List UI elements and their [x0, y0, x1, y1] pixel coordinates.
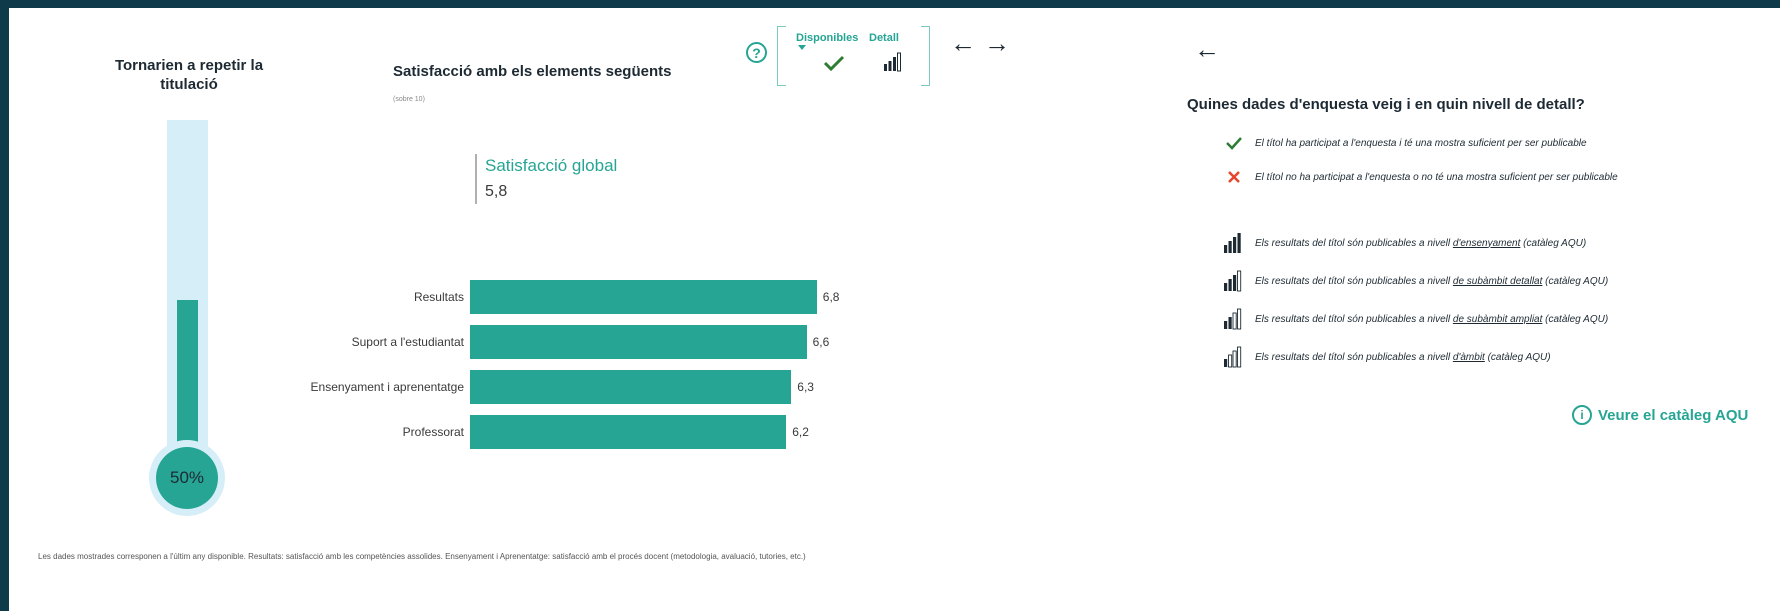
legend-cross-text: El títol no ha participat a l'enquesta o…: [1255, 171, 1618, 183]
detail-level-icon[interactable]: [883, 52, 903, 72]
legend-check-text: El títol ha participat a l'enquesta i té…: [1255, 137, 1587, 149]
bar-value-label: 6,8: [822, 290, 840, 304]
toggle-bracket-right: [921, 26, 930, 86]
info-icon: i: [1572, 405, 1592, 425]
legend-level-row: Els resultats del títol són publicables …: [1223, 346, 1551, 368]
bar-value-label: 6,3: [797, 380, 814, 394]
level-link: d'ensenyament: [1452, 237, 1521, 249]
bar[interactable]: [470, 415, 787, 449]
kpi-divider: [475, 154, 477, 204]
detail-level-icon: [1224, 270, 1242, 292]
thermometer-bulb: 50%: [156, 447, 218, 509]
catalog-link[interactable]: i Veure el catàleg AQU: [1572, 405, 1748, 425]
legend-level-row: Els resultats del títol són publicables …: [1223, 308, 1608, 330]
legend-level-text: Els resultats del títol són publicables …: [1255, 351, 1551, 363]
toggle-available-label[interactable]: Disponibles: [796, 32, 859, 44]
bar-label: Resultats: [413, 290, 464, 304]
help-icon: ?: [752, 44, 761, 61]
toggle-bracket-left: [777, 26, 786, 86]
bar-label: Ensenyament i aprenentatge: [310, 380, 464, 394]
bar-label: Suport a l'estudiantat: [351, 335, 464, 349]
chart-subtitle: (sobre 10): [393, 96, 425, 103]
legend-level-row: Els resultats del títol són publicables …: [1223, 232, 1586, 254]
report-canvas: Tornarien a repetir la titulació 50% Sat…: [9, 8, 1780, 611]
close-icon: [1228, 171, 1240, 183]
bar-label: Professorat: [402, 425, 464, 439]
check-icon: [1226, 137, 1242, 150]
detail-level-icon: [1224, 346, 1242, 368]
bar[interactable]: [470, 370, 792, 404]
kpi-label: Satisfacció global: [485, 156, 618, 175]
legend-level-text: Els resultats del títol són publicables …: [1255, 275, 1609, 287]
legend-check-row: El títol ha participat a l'enquesta i té…: [1225, 136, 1587, 150]
detail-level-icon: [1224, 233, 1241, 253]
legend-level-text: Els resultats del títol són publicables …: [1255, 237, 1587, 249]
level-link: d'àmbit: [1452, 351, 1485, 363]
detail-level-icon: [1224, 308, 1242, 330]
bar-value-label: 6,6: [812, 335, 830, 349]
bar-value-label: 6,2: [792, 425, 809, 439]
kpi-value: 5,8: [485, 183, 508, 200]
bar[interactable]: [470, 280, 817, 314]
toggle-detail-label[interactable]: Detall: [869, 32, 899, 44]
help-button[interactable]: ?: [746, 42, 767, 63]
level-link: de subàmbit detallat: [1452, 275, 1543, 287]
thermometer-title: Tornarien a repetir la titulació: [114, 57, 264, 93]
thermometer-fill: [177, 300, 198, 484]
footnote: Les dades mostrades corresponen a l'últi…: [38, 552, 806, 561]
forward-arrow-icon[interactable]: →: [984, 28, 1010, 58]
panel-back-arrow-icon[interactable]: ←: [1194, 34, 1220, 64]
check-icon[interactable]: [823, 54, 845, 72]
level-link: de subàmbit ampliat: [1452, 313, 1543, 325]
bar[interactable]: [470, 325, 807, 359]
info-icon-glyph: i: [1580, 408, 1584, 422]
legend-cross-row: El títol no ha participat a l'enquesta o…: [1226, 169, 1618, 185]
legend-level-text: Els resultats del títol són publicables …: [1255, 313, 1609, 325]
back-arrow-icon[interactable]: ←: [950, 28, 976, 58]
chart-title: Satisfacció amb els elements següents: [393, 63, 672, 80]
catalog-link-label: Veure el catàleg AQU: [1598, 406, 1749, 424]
panel-title: Quines dades d'enquesta veig i en quin n…: [1187, 96, 1585, 113]
caret-down-icon: [798, 45, 806, 50]
legend-level-row: Els resultats del títol són publicables …: [1223, 270, 1608, 292]
thermometer-value: 50%: [169, 468, 205, 487]
